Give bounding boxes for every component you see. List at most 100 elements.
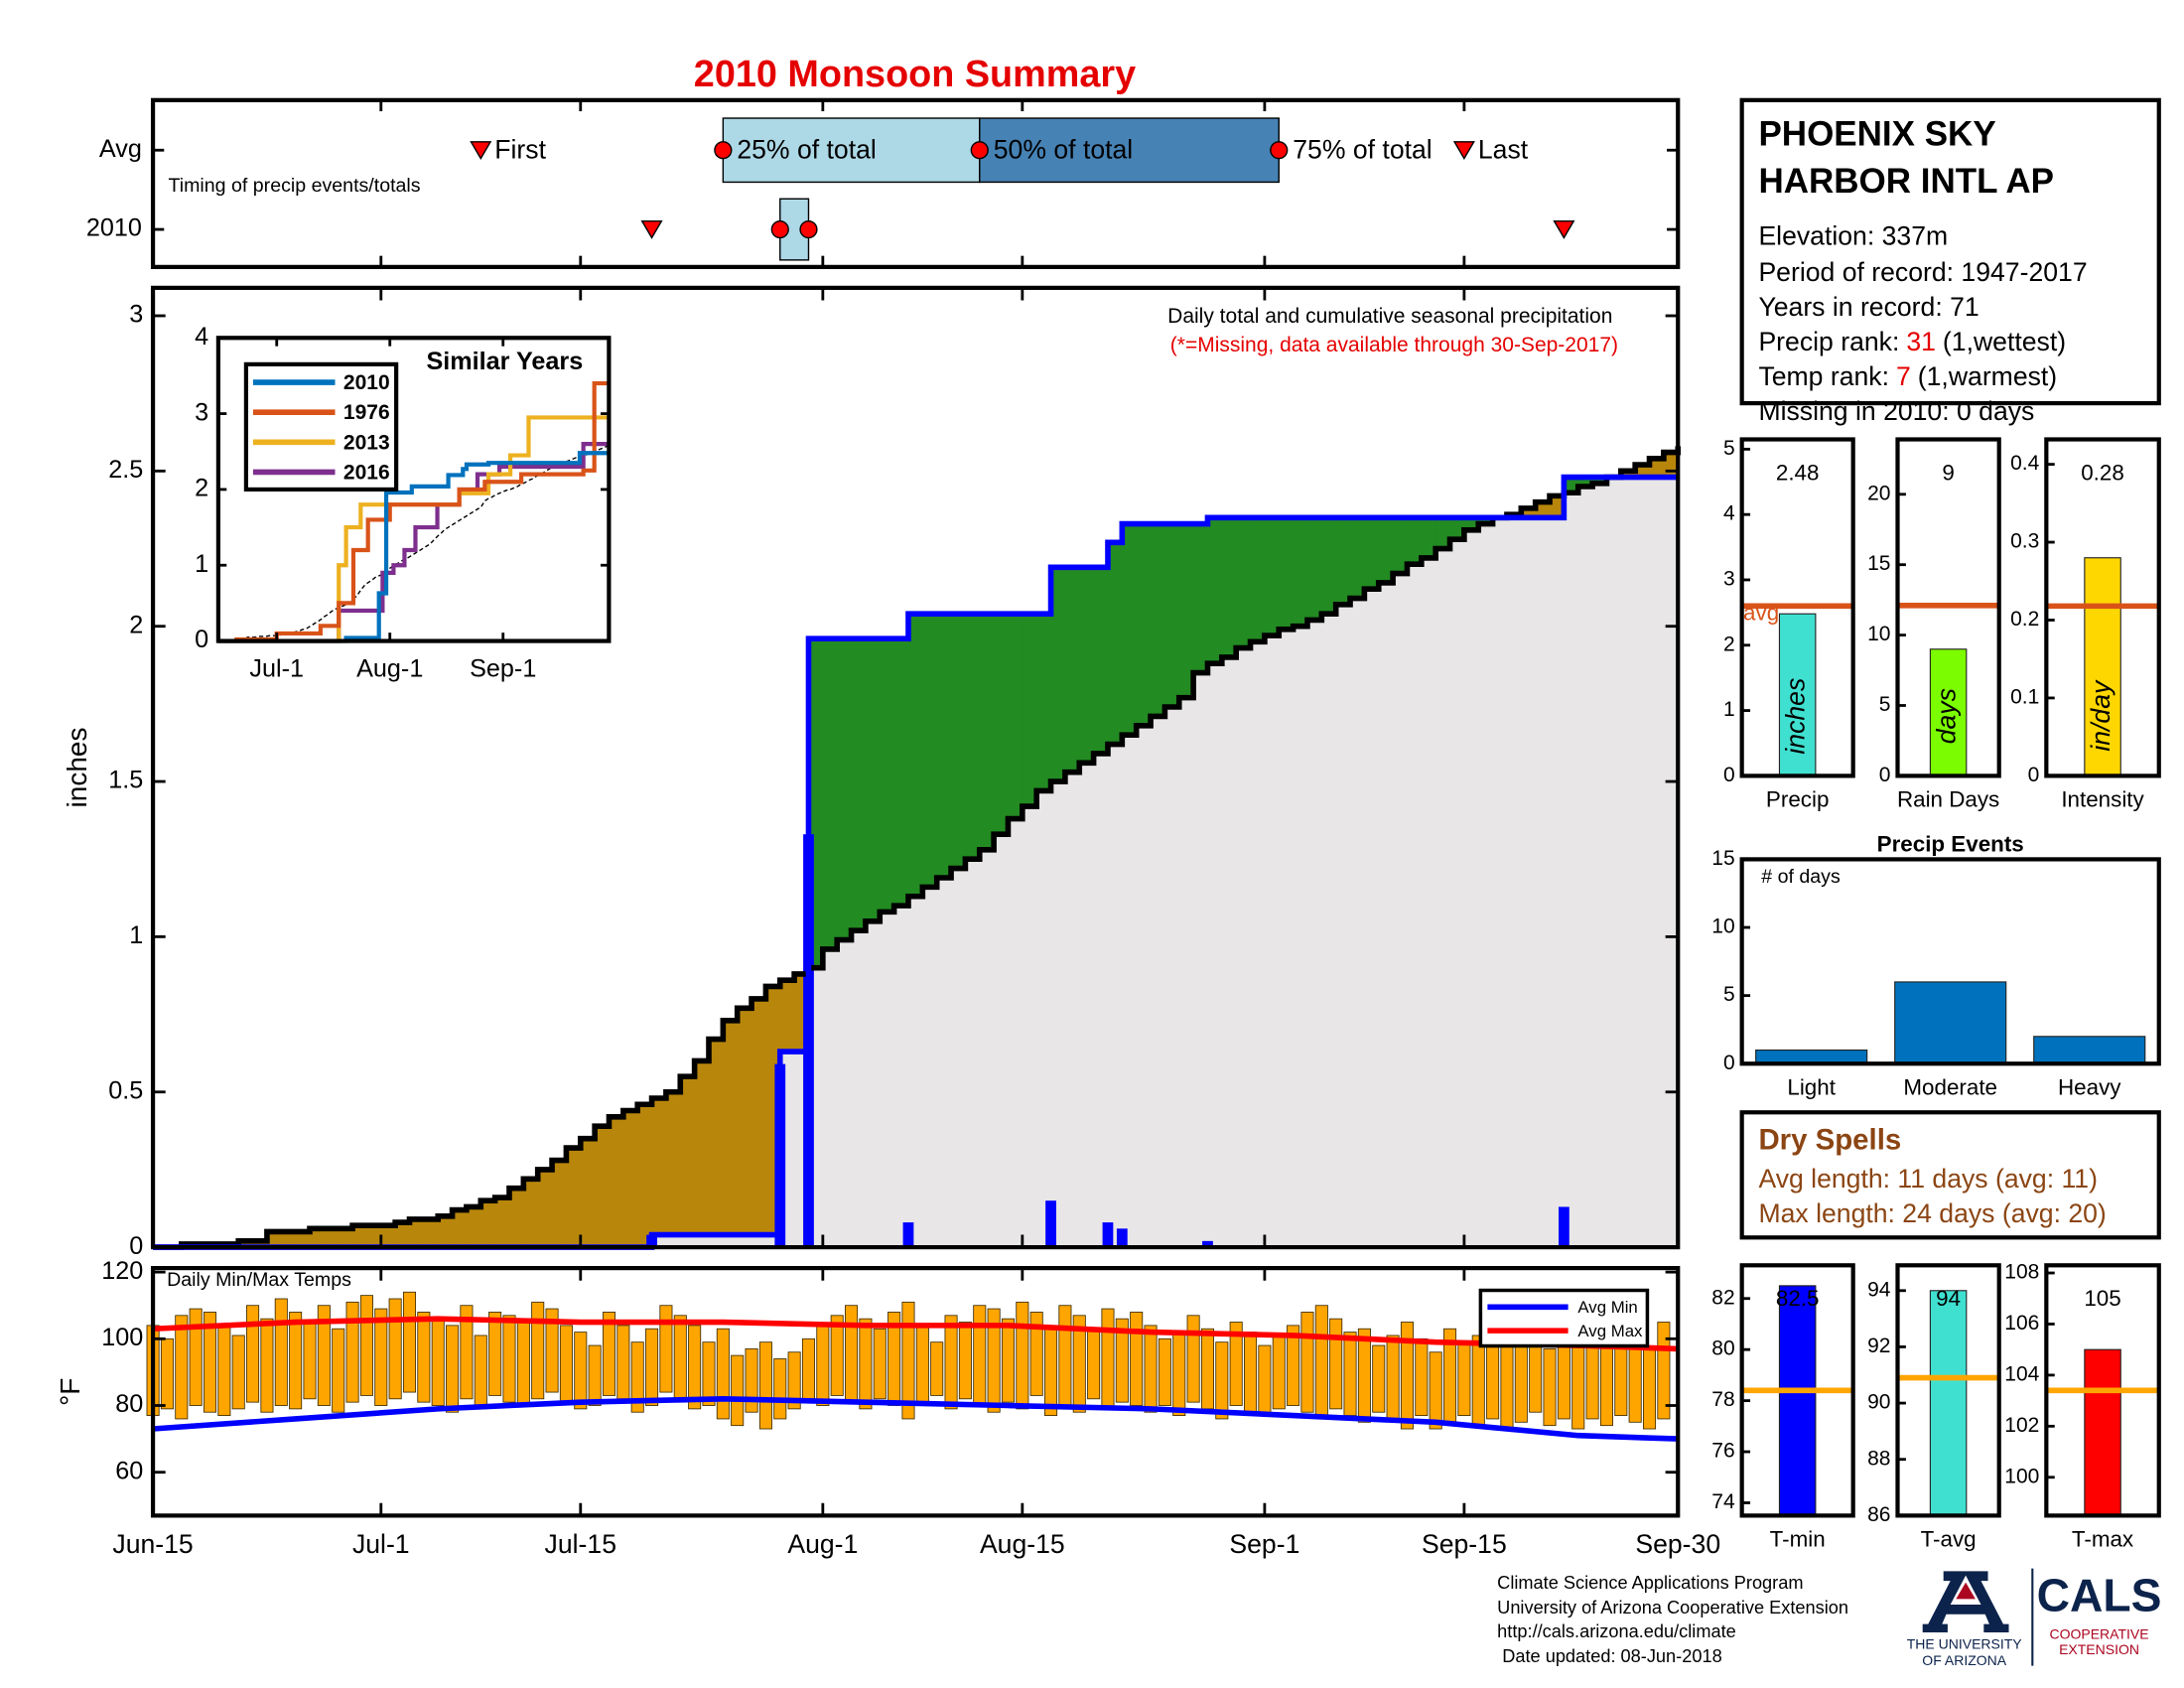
area-below bbox=[1550, 517, 1565, 1248]
temp-range-bar bbox=[1258, 1344, 1272, 1417]
temp-range-bar bbox=[231, 1335, 245, 1410]
area-below bbox=[1122, 735, 1138, 1248]
dry-spells-line: Max length: 24 days (avg: 20) bbox=[1758, 1198, 2106, 1228]
area-ahead bbox=[1564, 477, 1579, 493]
daily-bar bbox=[1045, 1200, 1056, 1248]
temp-range-bar bbox=[1500, 1344, 1514, 1430]
temp-range-bar bbox=[460, 1305, 474, 1400]
temp-range-bar bbox=[1314, 1305, 1328, 1420]
area-ahead bbox=[1306, 517, 1322, 621]
footer-line: University of Arizona Cooperative Extens… bbox=[1497, 1598, 1848, 1618]
area-ahead bbox=[936, 614, 952, 878]
area-ahead bbox=[1364, 517, 1380, 590]
y-tick-label: 5 bbox=[1879, 693, 1891, 716]
station-info: Years in record: 71 bbox=[1758, 292, 1979, 322]
area-behind bbox=[523, 1179, 539, 1248]
area-behind bbox=[566, 1148, 582, 1248]
y-tick-label: 5 bbox=[1723, 437, 1735, 460]
temp-range-bar bbox=[859, 1318, 873, 1410]
daily-bar bbox=[1202, 1240, 1213, 1248]
bar bbox=[2084, 1348, 2121, 1516]
area-below bbox=[1093, 753, 1109, 1248]
area-below bbox=[737, 1234, 752, 1248]
y-tick-label: 2.5 bbox=[108, 456, 143, 484]
legend-label: Avg Min bbox=[1577, 1298, 1637, 1317]
area-ahead bbox=[965, 614, 981, 860]
area-below bbox=[936, 877, 952, 1248]
legend-label: 1976 bbox=[343, 401, 390, 424]
area-below bbox=[880, 912, 895, 1248]
temp-range-bar bbox=[1585, 1341, 1599, 1420]
temp-range-bar bbox=[987, 1308, 1001, 1413]
area-below bbox=[1435, 548, 1451, 1248]
y-tick-label: 3 bbox=[1723, 568, 1735, 591]
x-tick-label: Sep-30 bbox=[1635, 1529, 1720, 1559]
temp-range-bar bbox=[545, 1308, 559, 1393]
area-below bbox=[951, 868, 966, 1248]
y-tick-label: 82 bbox=[1711, 1286, 1734, 1309]
area-ahead bbox=[994, 614, 1010, 835]
average-cumulative-line bbox=[153, 446, 1682, 1250]
temp-range-bar bbox=[1029, 1312, 1043, 1396]
area-ahead bbox=[1164, 523, 1180, 708]
x-tick-label: Precip bbox=[1766, 787, 1829, 812]
plot-frame bbox=[215, 336, 612, 643]
area-below bbox=[1008, 818, 1024, 1248]
temp-range-bar bbox=[588, 1344, 602, 1406]
temp-range-bar bbox=[260, 1318, 274, 1413]
temp-range-bar bbox=[1543, 1347, 1557, 1427]
y-tick-label: 15 bbox=[1711, 847, 1734, 870]
y-axis-label: inches bbox=[62, 728, 92, 808]
marker-label: 75% of total bbox=[1293, 135, 1432, 165]
temp-range-bar bbox=[758, 1341, 772, 1430]
area-ahead bbox=[1478, 517, 1494, 524]
area-behind bbox=[380, 1225, 396, 1248]
area-below bbox=[1492, 517, 1508, 1248]
area-ahead bbox=[1178, 523, 1194, 698]
marker-label: 25% of total bbox=[737, 135, 876, 165]
area-behind bbox=[352, 1225, 367, 1248]
y-tick-label: 0 bbox=[1879, 764, 1891, 786]
temp-range-bar bbox=[816, 1325, 830, 1406]
x-tick-label: Aug-15 bbox=[980, 1529, 1065, 1559]
y-tick-label: 0 bbox=[1723, 764, 1735, 786]
area-below bbox=[994, 834, 1010, 1248]
y-tick-label: 100 bbox=[101, 1324, 143, 1351]
event-marker bbox=[470, 141, 492, 161]
temp-range-bar bbox=[659, 1305, 673, 1393]
temp-range-bar bbox=[474, 1335, 487, 1410]
temp-range-bar bbox=[446, 1325, 460, 1413]
x-tick-label: Jun-15 bbox=[112, 1529, 193, 1559]
y-tick-label: 3 bbox=[195, 398, 208, 426]
area-below bbox=[1250, 641, 1266, 1248]
temp-range-bar bbox=[645, 1328, 659, 1406]
logo-text: THE UNIVERSITY bbox=[1907, 1635, 2023, 1651]
total-marker bbox=[970, 141, 989, 160]
temp-range-bar bbox=[773, 1358, 787, 1420]
area-behind bbox=[266, 1231, 282, 1248]
temp-range-bar bbox=[1471, 1335, 1485, 1427]
total-marker bbox=[1270, 141, 1289, 160]
value-label: 2.48 bbox=[1776, 460, 1820, 485]
area-ahead bbox=[1079, 567, 1095, 764]
area-below bbox=[1036, 790, 1052, 1248]
temp-range-bar bbox=[374, 1308, 388, 1406]
marker-label: First bbox=[494, 135, 546, 165]
area-below bbox=[965, 859, 981, 1248]
area-ahead bbox=[1350, 517, 1365, 599]
area-below bbox=[1236, 647, 1252, 1248]
area-below bbox=[1151, 716, 1165, 1248]
y-tick-label: 78 bbox=[1711, 1388, 1734, 1411]
temp-range-bar bbox=[574, 1332, 588, 1410]
y-tick-label: 20 bbox=[1867, 482, 1890, 504]
area-behind bbox=[537, 1169, 553, 1248]
temp-range-bar bbox=[1101, 1308, 1115, 1410]
area-ahead bbox=[907, 614, 923, 897]
y-tick-label: 2 bbox=[1723, 633, 1735, 655]
temp-range-bar bbox=[1087, 1328, 1101, 1400]
area-below bbox=[1564, 492, 1579, 1248]
temp-range-bar bbox=[274, 1298, 288, 1406]
total-marker bbox=[799, 219, 818, 239]
area-below bbox=[1306, 620, 1322, 1248]
temp-range-bar bbox=[1357, 1328, 1371, 1423]
